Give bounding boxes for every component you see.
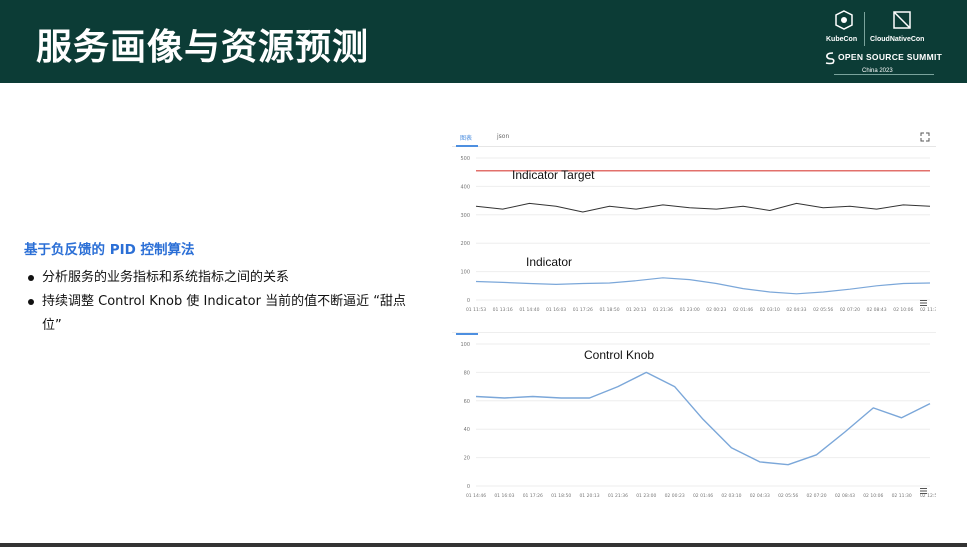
- active-tab-indicator: [456, 333, 478, 335]
- x-tick-label: 02 08:43: [835, 493, 855, 499]
- x-tick-label: 02 05:56: [778, 493, 798, 499]
- x-tick-label: 02 01:46: [693, 493, 713, 499]
- control-knob-chart: 0 20 40 60 80 100 01 14:46 01 16:03 01 17:26 01 1…: [460, 342, 936, 499]
- x-tick-label: 01 21:36: [608, 493, 628, 499]
- y-tick-label: 400: [460, 184, 470, 190]
- x-tick-label: 01 18:50: [599, 307, 619, 313]
- y-tick-label: 300: [460, 213, 470, 219]
- cloudnativecon-logo-icon: [893, 11, 911, 29]
- x-tick-label: 02 01:46: [733, 307, 753, 313]
- menu-icon[interactable]: [920, 300, 927, 306]
- y-tick-label: 20: [464, 456, 470, 462]
- x-tick-label: 01 17:26: [523, 493, 543, 499]
- x-tick-label: 01 11:53: [466, 307, 486, 313]
- x-tick-label: 01 21:36: [653, 307, 673, 313]
- slide-header: 服务画像与资源预测 KubeCon CloudNativeCon OPEN SO…: [0, 0, 967, 83]
- slide-content: 基于负反馈的 PID 控制算法 分析服务的业务指标和系统指标之间的关系 持续调整…: [24, 238, 424, 338]
- y-tick-label: 500: [460, 156, 470, 162]
- bullet-dot: [28, 275, 34, 281]
- series-line: [475, 202, 931, 213]
- y-tick-label: 0: [467, 298, 470, 304]
- conference-logo: KubeCon CloudNativeCon OPEN SOURCE SUMMI…: [818, 8, 958, 78]
- expand-icon[interactable]: [920, 132, 930, 142]
- logo-divider: [834, 74, 934, 75]
- x-tick-label: 01 14:46: [466, 493, 486, 499]
- x-tick-label: 01 20:13: [626, 307, 646, 313]
- section-heading: 基于负反馈的 PID 控制算法: [24, 242, 195, 258]
- x-tick-label: 01 20:13: [579, 493, 599, 499]
- active-tab-indicator: [456, 145, 478, 147]
- y-tick-label: 60: [464, 399, 470, 405]
- y-tick-label: 100: [460, 270, 470, 276]
- bullet-item: 持续调整 Control Knob 使 Indicator 当前的值不断逼近 “…: [24, 290, 424, 338]
- series-line: [475, 277, 931, 295]
- menu-icon[interactable]: [920, 488, 927, 494]
- y-tick-label: 0: [467, 484, 470, 490]
- annotation-indicator-target: Indicator Target: [512, 168, 595, 182]
- slide-title: 服务画像与资源预测: [36, 27, 370, 68]
- x-tick-label: 02 04:33: [786, 307, 806, 313]
- kubecon-name: KubeCon: [826, 36, 858, 43]
- x-tick-label: 01 16:03: [546, 307, 566, 313]
- x-tick-label: 02 12:53: [920, 493, 936, 499]
- x-tick-label: 02 11:30: [920, 307, 936, 313]
- chart-divider: [452, 332, 936, 333]
- chart-panel: 图表 json 0 100 200 300 400 500 01 11:53 01 13:16…: [452, 128, 936, 500]
- x-tick-label: 01 13:16: [493, 307, 513, 313]
- x-tick-label: 01 23:00: [680, 307, 700, 313]
- x-tick-label: 02 00:23: [706, 307, 726, 313]
- logo-separator: [864, 12, 865, 46]
- chart-tabs: 图表 json: [452, 128, 936, 147]
- x-tick-label: 01 14:40: [519, 307, 539, 313]
- summit-name: OPEN SOURCE SUMMIT: [838, 52, 943, 62]
- x-tick-label: 02 03:10: [760, 307, 780, 313]
- indicator-chart: 0 100 200 300 400 500 01 11:53 01 13:16 01 14:40…: [460, 156, 936, 313]
- y-tick-label: 80: [464, 370, 470, 376]
- cloudnativecon-name: CloudNativeCon: [870, 36, 925, 43]
- slide-bottom-border: [0, 543, 967, 547]
- x-tick-label: 01 16:03: [494, 493, 514, 499]
- bullet-dot: [28, 299, 34, 305]
- summit-year: China 2023: [862, 68, 893, 74]
- x-tick-label: 01 23:00: [636, 493, 656, 499]
- x-tick-label: 02 08:43: [867, 307, 887, 313]
- bullet-text: 持续调整 Control Knob 使 Indicator 当前的值不断逼近 “…: [42, 294, 406, 333]
- kubecon-logo-icon: [835, 10, 853, 30]
- x-tick-label: 02 10:06: [863, 493, 883, 499]
- x-tick-label: 02 10:06: [893, 307, 913, 313]
- x-tick-label: 02 07:20: [806, 493, 826, 499]
- bullet-text: 分析服务的业务指标和系统指标之间的关系: [42, 270, 290, 285]
- tab-chart[interactable]: 图表: [460, 135, 473, 142]
- annotation-control-knob: Control Knob: [584, 348, 655, 362]
- x-tick-label: 02 07:20: [840, 307, 860, 313]
- oss-logo-icon: [825, 52, 835, 65]
- x-tick-label: 01 18:50: [551, 493, 571, 499]
- x-tick-label: 02 03:10: [721, 493, 741, 499]
- bullet-item: 分析服务的业务指标和系统指标之间的关系: [24, 266, 424, 290]
- y-tick-label: 100: [460, 342, 470, 348]
- x-tick-label: 01 17:26: [573, 307, 593, 313]
- x-tick-label: 02 11:30: [892, 493, 912, 499]
- x-tick-label: 02 00:23: [665, 493, 685, 499]
- tab-json[interactable]: json: [497, 133, 510, 140]
- series-line: [475, 371, 931, 466]
- x-tick-label: 02 04:33: [750, 493, 770, 499]
- annotation-indicator: Indicator: [526, 255, 573, 269]
- y-tick-label: 200: [460, 241, 470, 247]
- y-tick-label: 40: [464, 427, 470, 433]
- x-tick-label: 02 05:56: [813, 307, 833, 313]
